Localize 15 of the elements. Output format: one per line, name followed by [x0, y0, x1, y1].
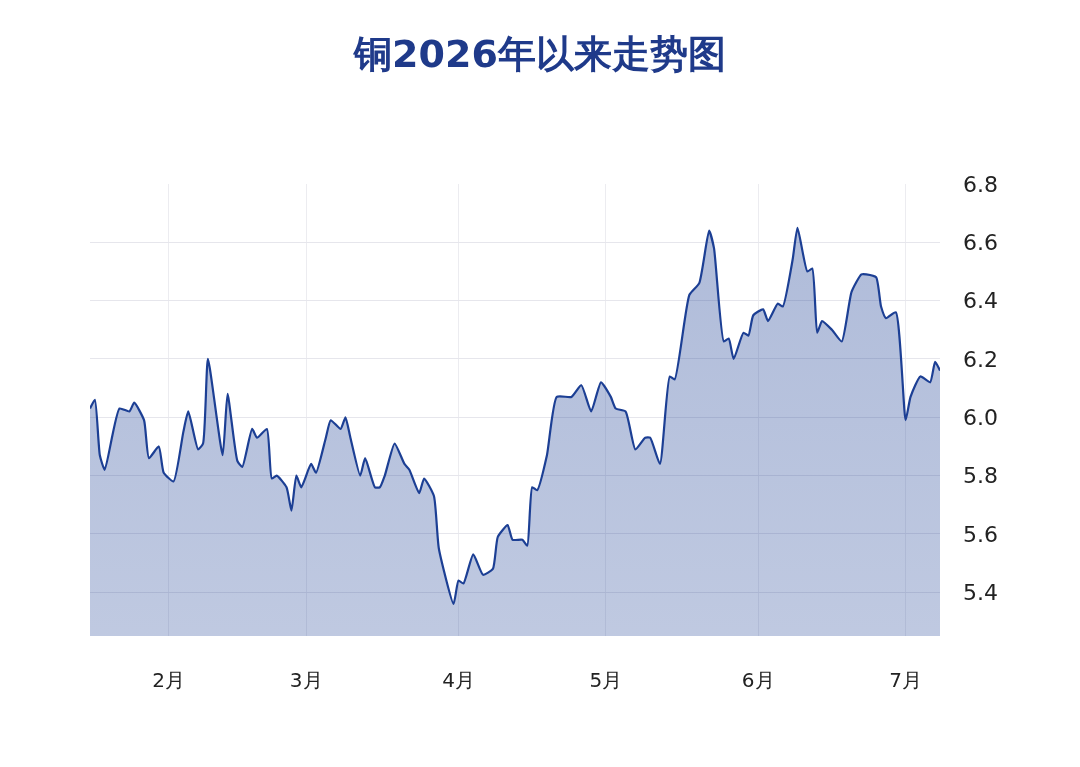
x-tick-label: 4月: [442, 668, 475, 692]
x-tick-label: 3月: [289, 668, 323, 692]
x-tick-label: 5月: [589, 668, 623, 692]
x-tick-label: 7月: [889, 668, 922, 692]
y-tick-label: 6.8: [963, 171, 998, 197]
y-tick-label: 6.4: [963, 288, 998, 314]
x-tick-label: 2月: [152, 668, 185, 692]
y-tick-label: 5.6: [963, 521, 998, 547]
chart-title: 铜2026年以来走势图: [352, 31, 726, 76]
y-tick-label: 6.6: [963, 230, 998, 256]
y-tick-label: 6.0: [963, 404, 998, 430]
y-tick-label: 5.8: [963, 463, 998, 489]
x-tick-label: 6月: [741, 668, 775, 692]
y-tick-label: 6.2: [963, 346, 998, 372]
y-tick-label: 5.4: [963, 579, 998, 605]
